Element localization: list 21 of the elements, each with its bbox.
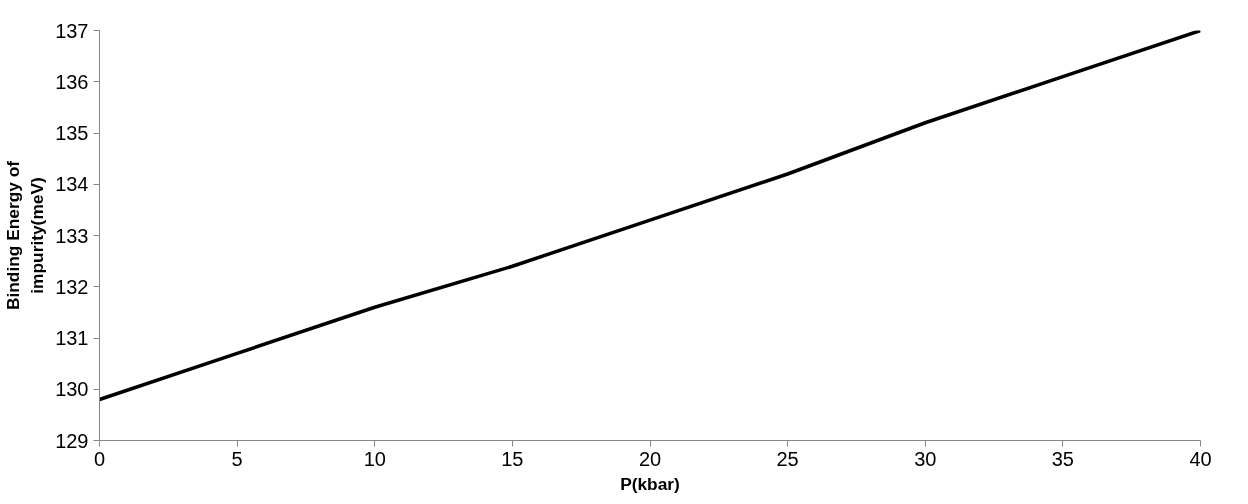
- y-tick-label: 137: [55, 19, 89, 42]
- x-tick-label: 30: [914, 447, 937, 470]
- x-tick-label: 5: [231, 447, 243, 470]
- y-tick-label: 133: [55, 224, 89, 247]
- x-tick-label: 10: [363, 447, 386, 470]
- y-tick-label: 130: [55, 378, 89, 401]
- y-tick-label: 134: [55, 173, 89, 196]
- x-tick-label: 40: [1189, 447, 1212, 470]
- x-tick-label: 20: [638, 447, 662, 470]
- y-axis-title: Binding Energy of impurity(meV): [3, 160, 48, 311]
- x-tick-label: 0: [93, 447, 106, 470]
- y-tick-label: 136: [55, 70, 89, 93]
- line-series: [99, 30, 1201, 402]
- y-tick-label: 132: [55, 275, 89, 298]
- y-tick-label: 135: [55, 122, 89, 144]
- x-tick-label: 25: [776, 447, 799, 470]
- y-tick-label: 131: [55, 327, 89, 349]
- x-axis-title: P(kbar): [620, 473, 680, 494]
- x-tick-label: 35: [1051, 447, 1074, 470]
- y-tick-label: 129: [55, 429, 89, 452]
- x-tick-label: 15: [501, 447, 524, 470]
